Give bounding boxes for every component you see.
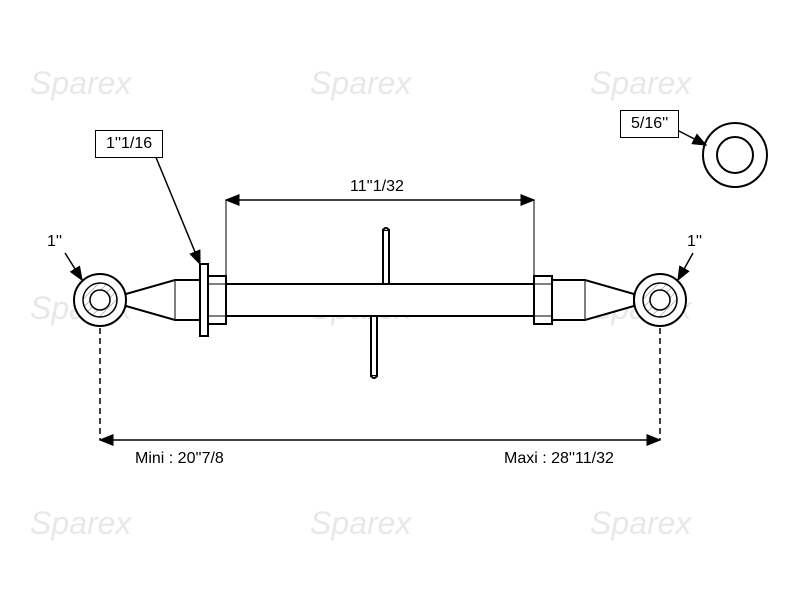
left-1inch-leader (65, 253, 82, 280)
tube-length-label: 11''1/32 (350, 178, 404, 196)
right-1inch-leader (678, 253, 693, 280)
washer-label: 5/16'' (620, 110, 679, 138)
right-nut (534, 276, 552, 324)
right-eye-inner (650, 290, 670, 310)
left-eye-inner (90, 290, 110, 310)
washer-leader (677, 130, 706, 145)
tube-body (226, 284, 534, 316)
min-length-label: Mini : 20''7/8 (135, 450, 224, 468)
max-length-label: Maxi : 28''11/32 (504, 450, 614, 468)
handle-top (383, 230, 389, 284)
left-nut (208, 276, 226, 324)
right-outer-label: 1'' (687, 233, 702, 251)
technical-diagram (0, 0, 800, 600)
left-outer-label: 1'' (47, 233, 62, 251)
left-bore-label: 1''1/16 (95, 130, 163, 158)
left-collar (200, 264, 208, 336)
left-collar-leader (155, 155, 200, 264)
washer-inner (717, 137, 753, 173)
handle-bottom (371, 316, 377, 376)
